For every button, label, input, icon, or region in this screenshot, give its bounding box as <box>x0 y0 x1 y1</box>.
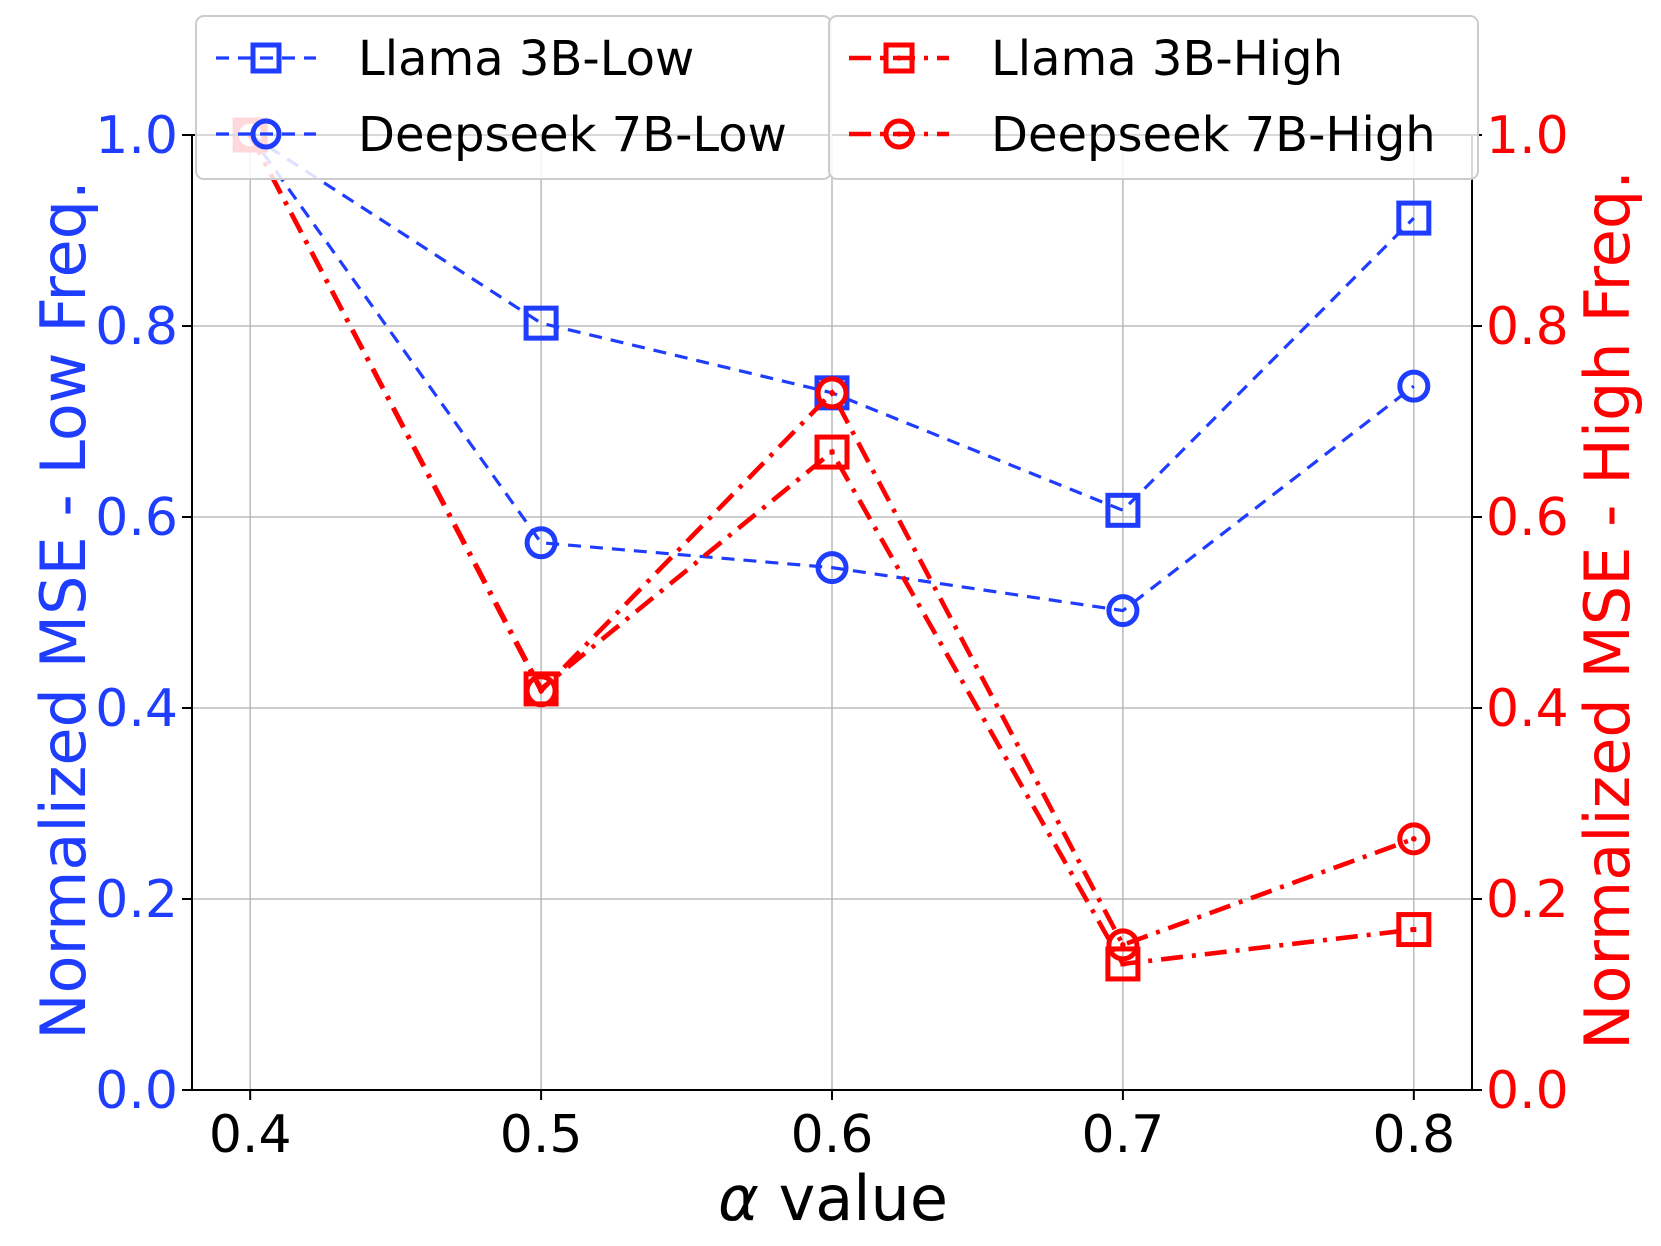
left-axis-title: Normalized MSE - Low Freq. <box>27 180 100 1039</box>
data-point-center <box>829 449 835 455</box>
legends: Llama 3B-Low Deepseek 7B-Low Llama 3B-High… <box>195 15 1479 180</box>
data-point <box>1106 928 1140 962</box>
legend-marker <box>883 118 915 150</box>
data-point <box>814 434 850 470</box>
right-axis-title: Normalized MSE - High Freq. <box>1571 170 1644 1050</box>
right-y-tick-label: 0.0 <box>1486 1061 1569 1121</box>
left-y-tick-label: 0.0 <box>95 1061 178 1121</box>
legend-label: Deepseek 7B-High <box>991 107 1436 163</box>
data-point-center <box>1120 961 1126 967</box>
legend-top-right: Llama 3B-High Deepseek 7B-High <box>828 15 1479 180</box>
right-y-tick-label: 0.2 <box>1486 870 1569 930</box>
x-axis-title: α value <box>718 1162 948 1235</box>
right-y-tick-label: 0.4 <box>1486 679 1569 739</box>
legend-marker-center <box>896 55 902 61</box>
left-y-tick-label: 0.8 <box>95 297 178 357</box>
data-point-center <box>1411 927 1417 933</box>
left-y-tick-label: 0.2 <box>95 870 178 930</box>
data-point-center <box>829 390 835 396</box>
data-point <box>1397 369 1431 403</box>
axes: 0.4 0.5 0.6 0.7 0.8 0.0 0.2 0.4 0.6 0.8 1.0 0.0 0.2 0… <box>95 106 1568 1165</box>
x-axis-title-text: value <box>759 1162 948 1235</box>
data-point-center <box>1120 942 1126 948</box>
legend-marker <box>250 42 282 74</box>
legend-marker <box>883 42 915 74</box>
legend-marker <box>250 118 282 150</box>
legend-item-llama-3b-high: Llama 3B-High <box>849 31 1343 87</box>
left-y-tick-label: 0.6 <box>95 488 178 548</box>
left-y-tick-label: 1.0 <box>95 106 178 166</box>
data-point <box>1396 200 1432 236</box>
x-tick-label: 0.5 <box>500 1105 583 1165</box>
data-point <box>1106 594 1140 628</box>
legend-item-deepseek-7b-high: Deepseek 7B-High <box>849 107 1436 163</box>
data-point <box>524 674 558 708</box>
left-y-tick-label: 0.4 <box>95 679 178 739</box>
legend-label: Llama 3B-High <box>991 31 1343 87</box>
legend-item-deepseek-7b-low: Deepseek 7B-Low <box>216 107 787 163</box>
series-line <box>248 134 1415 613</box>
data-point <box>1105 946 1141 982</box>
data-point <box>523 305 559 341</box>
x-tick-label: 0.4 <box>209 1105 292 1165</box>
legend-label: Deepseek 7B-Low <box>358 107 787 163</box>
data-point <box>815 551 849 585</box>
data-point <box>524 526 558 560</box>
legend-item-llama-3b-low: Llama 3B-Low <box>216 31 694 87</box>
legend-box <box>828 15 1479 180</box>
legend-marker-center <box>896 131 902 137</box>
legend-label: Llama 3B-Low <box>358 31 694 87</box>
data-point-center <box>538 688 544 694</box>
data-point <box>1105 492 1141 528</box>
data-point <box>1397 822 1431 856</box>
x-tick-label: 0.7 <box>1082 1105 1165 1165</box>
data-point <box>1396 912 1432 948</box>
x-tick-label: 0.8 <box>1372 1105 1455 1165</box>
right-y-tick-label: 0.6 <box>1486 488 1569 548</box>
alpha-symbol: α <box>718 1162 759 1235</box>
data-point-center <box>1411 836 1417 842</box>
data-point <box>815 376 849 410</box>
legend-top-left: Llama 3B-Low Deepseek 7B-Low <box>195 15 832 180</box>
right-y-tick-label: 1.0 <box>1486 106 1569 166</box>
right-y-tick-label: 0.8 <box>1486 297 1569 357</box>
x-tick-label: 0.6 <box>791 1105 874 1165</box>
